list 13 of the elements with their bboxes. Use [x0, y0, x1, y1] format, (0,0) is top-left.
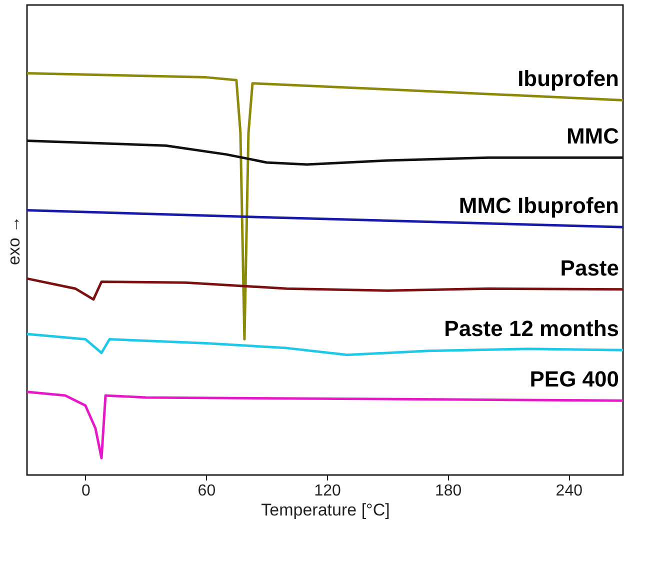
series-label: PEG 400 — [530, 366, 619, 392]
x-tick-label: 240 — [556, 482, 583, 500]
x-axis-title: Temperature [°C] — [261, 500, 390, 520]
series-label: Paste — [560, 255, 619, 280]
series-label: MMC Ibuprofen — [458, 193, 619, 218]
x-tick-label: 0 — [81, 482, 90, 500]
series-label: Ibuprofen — [518, 66, 619, 92]
y-axis-title: exo → — [4, 216, 24, 266]
x-tick-label: 120 — [314, 482, 341, 500]
x-tick-label: 60 — [198, 482, 216, 500]
x-tick-label: 180 — [434, 482, 462, 500]
series-label: MMC — [566, 124, 620, 149]
series-label: Paste 12 months — [444, 316, 619, 342]
